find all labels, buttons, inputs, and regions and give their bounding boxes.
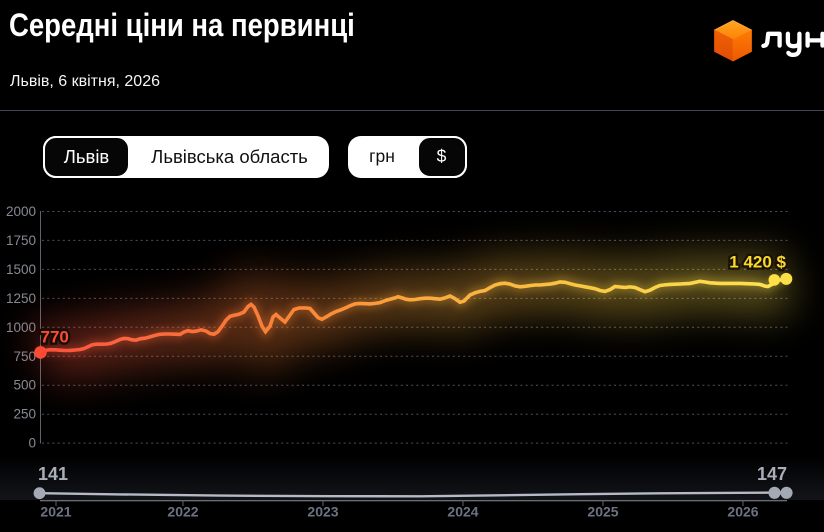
svg-text:1500: 1500 (6, 262, 36, 277)
svg-text:1250: 1250 (6, 291, 36, 306)
svg-text:2000: 2000 (6, 204, 36, 219)
svg-text:2023: 2023 (307, 504, 338, 520)
svg-text:1000: 1000 (6, 320, 36, 335)
svg-text:750: 750 (13, 349, 36, 364)
svg-text:2026: 2026 (727, 504, 758, 520)
svg-text:2022: 2022 (167, 504, 198, 520)
svg-text:1 420 $: 1 420 $ (729, 253, 786, 272)
svg-text:2025: 2025 (587, 504, 618, 520)
svg-text:147: 147 (757, 464, 787, 484)
svg-text:141: 141 (38, 464, 68, 484)
svg-text:500: 500 (13, 378, 36, 393)
svg-text:770: 770 (41, 328, 69, 347)
svg-text:2024: 2024 (447, 504, 478, 520)
svg-text:250: 250 (13, 407, 36, 422)
svg-text:1750: 1750 (6, 233, 36, 248)
svg-text:2021: 2021 (40, 504, 71, 520)
svg-text:0: 0 (28, 436, 36, 451)
